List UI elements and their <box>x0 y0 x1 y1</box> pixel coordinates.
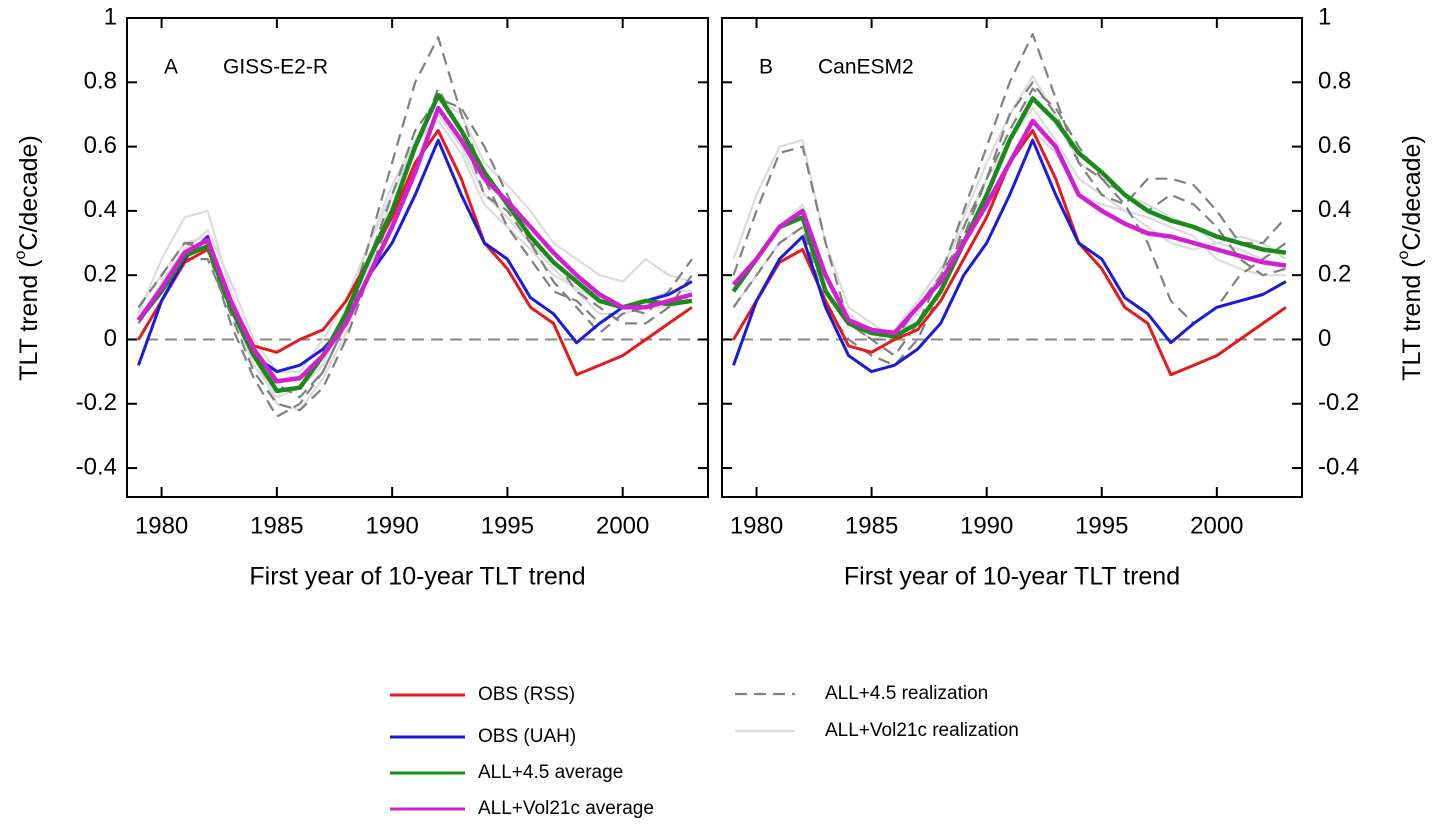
panel-title: GISS-E2-R <box>223 56 328 79</box>
plot-frame <box>721 17 1303 498</box>
legend-label: ALL+4.5 realization <box>825 683 988 704</box>
x-tick-label: 1995 <box>481 512 534 539</box>
x-tick-label: 2000 <box>1190 512 1243 539</box>
y-tick-label: 0.8 <box>84 68 117 95</box>
series-line <box>731 96 1287 339</box>
plot-frame <box>126 17 709 498</box>
series-line <box>136 105 693 384</box>
legend-label: OBS (UAH) <box>478 726 576 747</box>
y-tick-label: 1 <box>1318 3 1331 30</box>
y-tick-label: 1 <box>104 3 117 30</box>
x-tick-label: 1980 <box>730 512 783 539</box>
y-axis-label-part: o <box>12 250 29 259</box>
series-line <box>136 92 693 394</box>
y-axis-label-part: TLT trend ( <box>15 259 43 381</box>
legend-label: ALL+4.5 average <box>478 762 623 783</box>
x-tick-label: 1985 <box>250 512 303 539</box>
series-line <box>732 87 1287 341</box>
x-tick-label: 1990 <box>365 512 418 539</box>
y-tick-label: -0.4 <box>76 453 117 480</box>
y-axis-label-part: C/decade) <box>1398 135 1426 250</box>
legend-label: ALL+Vol21c average <box>478 798 654 819</box>
y-axis-label: TLT trend (oC/decade) <box>1395 135 1425 381</box>
y-tick-label: -0.2 <box>1318 389 1359 416</box>
legend-label: ALL+Vol21c realization <box>825 720 1019 741</box>
y-tick-label: 0.4 <box>1318 196 1351 223</box>
series-line <box>732 33 1287 357</box>
plot-area <box>722 33 1302 377</box>
y-tick-label: 0.2 <box>84 261 117 288</box>
x-tick-label: 1980 <box>135 512 188 539</box>
y-tick-label: 0 <box>1318 325 1331 352</box>
y-tick-label: 0.8 <box>1318 68 1351 95</box>
x-axis-label: First year of 10-year TLT trend <box>844 563 1180 591</box>
y-tick-label: 0 <box>104 325 117 352</box>
x-axis-label: First year of 10-year TLT trend <box>249 563 585 591</box>
legend-label: OBS (RSS) <box>478 684 575 705</box>
series-line <box>732 81 1287 367</box>
y-tick-label: 0.4 <box>84 196 117 223</box>
plot-area <box>127 36 708 418</box>
y-tick-label: -0.2 <box>76 389 117 416</box>
panel-letter: A <box>164 56 178 79</box>
panel-letter: B <box>759 56 773 79</box>
series-line <box>137 97 692 399</box>
panel-title: CanESM2 <box>818 56 914 79</box>
y-axis-label: TLT trend (oC/decade) <box>12 135 42 381</box>
x-tick-label: 1990 <box>960 512 1013 539</box>
x-tick-label: 1985 <box>845 512 898 539</box>
y-tick-label: 0.6 <box>84 132 117 159</box>
y-tick-label: 0.2 <box>1318 261 1351 288</box>
y-axis-label-part: TLT trend ( <box>1398 259 1426 381</box>
series-line <box>731 118 1287 336</box>
y-axis-label-part: C/decade) <box>15 135 43 250</box>
y-tick-label: -0.4 <box>1318 453 1359 480</box>
y-axis-label-part: o <box>1395 250 1412 259</box>
series-line <box>137 119 692 373</box>
series-line <box>732 138 1287 374</box>
x-tick-label: 1995 <box>1075 512 1128 539</box>
series-line <box>137 36 693 418</box>
y-tick-label: 0.6 <box>1318 132 1351 159</box>
x-tick-label: 2000 <box>596 512 649 539</box>
